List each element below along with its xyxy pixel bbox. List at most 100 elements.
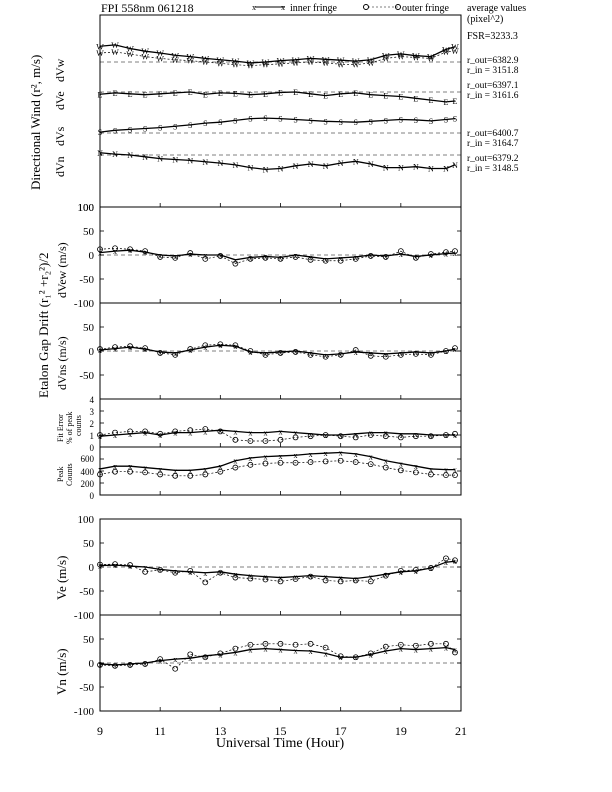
peak-inner-point-11: x: [263, 453, 267, 462]
ve-outer-line: [99, 557, 456, 583]
tick-dvew-m100: -100: [74, 298, 95, 310]
fit-inner-line: [99, 429, 455, 437]
dvns-outer-point-11: [262, 351, 269, 358]
ve-inner-point-1: x: [113, 561, 117, 570]
dvns-inner-line: [99, 344, 456, 356]
x-tick-label-19: 19: [395, 724, 407, 738]
dir-series-1-point-8: W: [217, 56, 225, 65]
x-tick-label-15: 15: [275, 724, 287, 738]
avg-values-unit: (pixel^2): [467, 14, 503, 25]
dvns-outer-point-14: [307, 351, 314, 358]
peak-inner-point-12: x: [279, 452, 283, 461]
dir-series-2-point-24: E: [453, 97, 458, 106]
tick-dvew-0: 0: [89, 250, 95, 262]
dvns-inner-point-1: x: [113, 345, 117, 354]
dir-series-0-point-0: W: [96, 49, 104, 58]
ve-inner-point-0: x: [98, 562, 102, 571]
legend-outer-label: outer fringe: [402, 3, 449, 14]
dvew-outer-point-19: [382, 254, 389, 260]
legend-inner-marker-2: x: [281, 3, 285, 12]
dvns-inner-point-9: x: [233, 342, 237, 351]
dir-series-1-point-24: W: [451, 43, 459, 52]
ylabel-dvn: dVn: [53, 156, 67, 177]
dir-series-4-point-19: N: [383, 164, 389, 173]
ring-label-n-out: r_out=6379.2: [467, 154, 519, 164]
dir-series-3-point-16: S: [338, 118, 342, 127]
x-tick-label-9: 9: [97, 724, 103, 738]
ve-outer-point-9: [232, 574, 239, 581]
fit-inner-point-4: x: [158, 431, 162, 440]
tick-peak-600: 600: [81, 454, 95, 464]
fit-inner-point-23: x: [444, 431, 448, 440]
dir-series-3-point-6: S: [188, 121, 192, 130]
vn-outer-point-20: [397, 641, 404, 648]
tick-vn-0: 0: [89, 658, 95, 670]
peak-outer-point-15: [322, 458, 329, 465]
dvns-outer-point-1: [112, 344, 118, 351]
dvew-outer-point-16: [337, 257, 344, 264]
dir-series-1-point-12: W: [277, 57, 285, 66]
tick-vn-50: 50: [83, 634, 95, 646]
fit-outer-point-16: [337, 433, 344, 440]
peak-outer-point-3: [142, 469, 149, 476]
fit-inner-point-19: x: [384, 429, 388, 438]
vn-outer-point-16: [337, 653, 344, 660]
fit-inner-point-20: x: [399, 430, 403, 439]
dir-series-3-point-3: S: [143, 125, 147, 134]
dir-series-4-point-24: N: [452, 161, 458, 170]
dir-series-3-point-19: S: [384, 116, 388, 125]
dir-series-2-point-16: E: [338, 90, 343, 99]
dir-series-1-point-0: W: [96, 42, 104, 51]
ve-outer-point-2: [127, 562, 133, 568]
vn-outer-point-4: [157, 656, 164, 663]
fit-outer-point-23: [443, 432, 449, 438]
ylabel-drift: Etalon Gap Drift (r₁² +r₂²)/2: [36, 253, 51, 398]
fit-outer-point-12: [277, 436, 284, 443]
dvns-outer-point-10: [247, 348, 254, 354]
dvns-outer-point-17: [352, 347, 359, 353]
dir-series-3-point-24: S: [453, 115, 457, 124]
fit-outer-point-18: [367, 432, 374, 438]
ve-outer-point-19: [382, 572, 389, 579]
vn-outer-point-1: [112, 662, 118, 669]
dvns-outer-point-2: [127, 343, 133, 350]
ve-inner-point-22: x: [429, 564, 433, 573]
legend-inner-label: inner fringe: [290, 3, 337, 14]
ve-outer-point-13: [292, 576, 299, 582]
ring-label-n-in: r_in = 3148.5: [467, 164, 519, 174]
dir-series-1-point-14: W: [307, 54, 315, 63]
dvns-inner-point-5: x: [173, 349, 177, 358]
peak-inner-point-7: x: [203, 465, 207, 474]
dvns-outer-point-18: [367, 352, 374, 359]
tick-fit-0: 0: [90, 443, 95, 453]
dvns-inner-point-8: x: [218, 341, 222, 350]
ve-outer-point-18: [367, 578, 374, 585]
peak-inner-point-14: x: [309, 450, 313, 459]
tick-dvns-m50: -50: [79, 370, 94, 382]
vn-inner-point-22: x: [429, 645, 433, 654]
dvns-outer-point-21: [412, 350, 419, 357]
dvew-inner-point-11: x: [263, 252, 267, 261]
ve-outer-point-8: [217, 569, 224, 576]
dvns-inner-point-3: x: [143, 345, 147, 354]
ve-outer-point-21: [412, 566, 419, 573]
fit-outer-point-10: [247, 438, 254, 444]
peak-inner-point-1: x: [113, 462, 117, 471]
vn-outer-point-2: [127, 662, 133, 668]
fit-inner-point-10: x: [248, 429, 252, 438]
dir-series-1-point-19: W: [382, 51, 390, 60]
dvns-inner-point-15: x: [324, 351, 328, 360]
dir-series-1-point-16: W: [337, 56, 345, 65]
vn-outer-point-13: [292, 641, 299, 648]
dvns-outer-point-4: [157, 350, 164, 356]
dir-series-0-point-23: W: [442, 48, 450, 57]
vn-outer-point-21: [412, 642, 419, 649]
x-tick-label-21: 21: [455, 724, 467, 738]
legend-outer-marker-2: [395, 4, 401, 10]
dvew-inner-point-7: x: [203, 251, 207, 260]
ve-inner-point-7: x: [203, 569, 207, 578]
ring-label-s-out: r_out=6400.7: [467, 129, 519, 139]
fit-inner-point-11: x: [263, 429, 267, 438]
fit-outer-point-8: [217, 428, 224, 435]
dir-series-0-point-20: W: [397, 53, 405, 62]
